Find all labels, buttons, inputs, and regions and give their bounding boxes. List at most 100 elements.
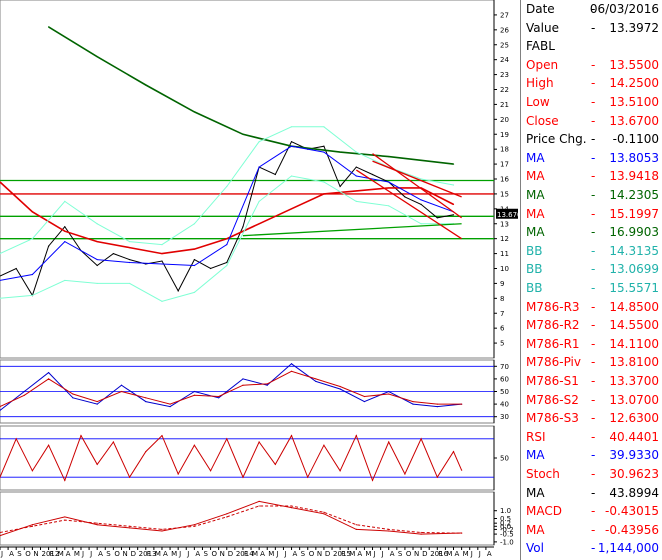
data-point-macd: [128, 527, 131, 529]
data-window-label: M786-S2: [526, 392, 579, 407]
data-window-label: Open: [526, 57, 559, 72]
data-window-value: 14.5500: [609, 318, 659, 333]
data-window-separator: -: [591, 2, 596, 16]
data-point-rsi_ma: [461, 403, 463, 405]
price-y-tick-label: 27: [500, 11, 509, 19]
macd-y-tick-label: -0.2: [500, 526, 514, 534]
trendline-green: [242, 223, 462, 237]
x-tick-label: M: [349, 550, 355, 558]
data-point-ma_blue: [128, 261, 131, 264]
data-point-macd_signal: [193, 525, 195, 527]
data-window-label: MA: [526, 188, 545, 202]
data-point-ma_blue: [388, 181, 390, 183]
data-point-rsi_ma: [388, 393, 390, 395]
data-point-rsi_ma: [72, 393, 74, 395]
data-window-row: M786-R3-14.8500: [521, 298, 662, 316]
data-point-bb_upper: [0, 252, 1, 255]
data-window-value: 30.9623: [609, 467, 659, 481]
data-point-ma_blue: [0, 279, 1, 282]
price-panel: 5678910111213141516171819202122232425262…: [0, 0, 520, 359]
price-y-tick-label: 21: [500, 101, 509, 109]
data-point-stoch: [290, 435, 293, 437]
data-window-label: M786-S1: [526, 374, 579, 388]
data-point-ma_blue: [323, 151, 325, 153]
data-window-row: RSI -40.4401: [521, 428, 662, 446]
data-point-rsi_ma: [363, 395, 366, 398]
data-point-ma_long: [242, 133, 244, 135]
data-window-separator: -: [591, 20, 596, 35]
data-window-separator: -: [591, 150, 596, 165]
x-tick-label: A: [163, 550, 168, 558]
data-point-price: [112, 252, 114, 255]
data-window-label: M786-Piv: [526, 355, 581, 370]
data-point-ma_blue: [193, 264, 195, 267]
x-tick-label: J: [381, 550, 384, 558]
price-y-tick-label: 15: [500, 190, 509, 198]
price-y-tick-label: 26: [500, 26, 509, 34]
price-y-tick-label: 19: [500, 131, 509, 139]
data-window-value: 06/03/2016: [589, 2, 659, 16]
data-point-rsi: [23, 390, 25, 393]
data-point-ma_blue: [226, 244, 228, 246]
x-tick-label: J: [373, 550, 376, 558]
data-point-stoch: [242, 476, 244, 478]
price-y-tick-label: 9: [500, 280, 504, 288]
data-window-label: MA: [526, 169, 545, 184]
data-window-label: MACD: [526, 504, 562, 519]
data-point-stoch: [209, 470, 212, 472]
data-point-bb_lower: [128, 282, 131, 285]
x-tick-label: M: [171, 550, 177, 558]
data-point-stoch: [96, 463, 98, 465]
x-tick-label: D: [228, 550, 233, 558]
data-window-value: 14.1100: [609, 336, 659, 351]
data-window-label: FABL: [526, 39, 555, 54]
x-tick-label: A: [293, 550, 298, 558]
x-tick-label: A: [455, 550, 460, 558]
data-window-separator: -: [591, 504, 596, 519]
data-point-stoch: [371, 479, 374, 481]
price-y-tick-label: 8: [500, 295, 504, 303]
data-window-separator: -: [591, 225, 596, 240]
data-point-ma_blue: [420, 199, 422, 201]
data-point-ma_red: [452, 203, 455, 205]
data-point-rsi_ma: [193, 394, 195, 396]
data-point-price: [193, 258, 195, 261]
data-point-rsi_ma: [412, 400, 414, 403]
x-tick-label: D: [131, 550, 136, 558]
data-window-row: MACD - -0.43015: [521, 502, 662, 520]
macd-y-tick-label: -0.5: [500, 531, 514, 539]
data-window-label: MA: [526, 206, 545, 221]
x-tick-label: O: [25, 550, 31, 558]
data-point-bb_lower: [323, 181, 325, 183]
data-point-ma_blue: [64, 241, 66, 243]
data-point-macd: [161, 530, 163, 532]
data-window-row: FABL: [521, 37, 662, 55]
rsi-y-tick-label: 40: [500, 401, 509, 409]
data-point-rsi: [218, 397, 220, 399]
data-point-rsi_ma: [315, 378, 317, 380]
data-point-macd: [226, 513, 228, 515]
data-point-ma_blue: [290, 145, 293, 147]
x-tick-label: M: [74, 550, 80, 558]
data-point-macd_signal: [96, 522, 98, 524]
stochastic-panel: 50: [0, 425, 509, 491]
x-tick-label: S: [398, 550, 403, 558]
data-point-rsi: [169, 406, 171, 408]
data-point-macd_signal: [420, 531, 422, 534]
price-y-tick-label: 20: [500, 116, 509, 124]
data-point-macd: [0, 535, 1, 537]
trendline-red: [372, 153, 462, 219]
data-point-price: [47, 245, 50, 247]
data-point-stoch: [388, 441, 390, 443]
data-point-stoch: [258, 441, 260, 443]
data-point-price: [404, 196, 406, 198]
price-y-tick-label: 23: [500, 71, 509, 79]
data-point-stoch: [128, 476, 131, 478]
data-window-label: MA: [526, 522, 545, 537]
macd-y-tick-label: 1.0: [500, 507, 511, 515]
data-point-ma_red: [388, 187, 390, 189]
data-point-rsi: [242, 378, 244, 380]
data-window-value: 14.8500: [609, 299, 659, 314]
data-point-bb_lower: [193, 291, 195, 293]
